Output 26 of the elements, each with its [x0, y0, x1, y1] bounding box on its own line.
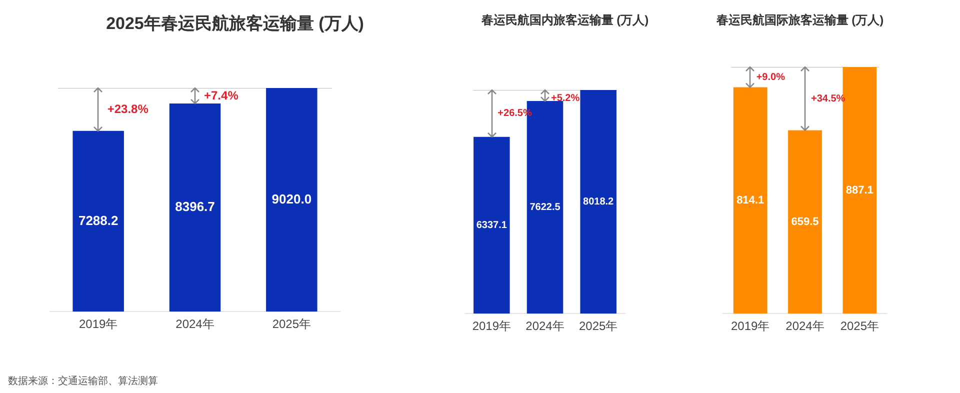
chart-title: 春运民航国际旅客运输量 (万人) [716, 12, 884, 29]
source-note: 数据来源：交通运输部、算法测算 [8, 374, 158, 388]
x-tick-label: 2025年 [840, 319, 880, 334]
data-label: 7622.5 [530, 202, 561, 214]
x-tick-label: 2024年 [526, 319, 564, 334]
data-label: 814.1 [736, 194, 764, 206]
x-tick-label: 2025年 [578, 319, 618, 334]
data-label: 8396.7 [175, 199, 215, 214]
data-label: 6337.1 [476, 220, 508, 231]
chart-title: 春运民航国内旅客运输量 (万人) [481, 12, 649, 29]
data-label: 659.5 [791, 216, 819, 228]
x-tick-label: 2025年 [272, 317, 312, 332]
data-label: 7288.2 [78, 212, 118, 228]
x-tick-label: 2019年 [730, 319, 770, 334]
annotation: +5.2% [551, 92, 580, 104]
x-tick-label: 2024年 [786, 319, 824, 334]
x-tick-label: 2019年 [472, 319, 512, 334]
data-label: 8018.2 [583, 196, 614, 208]
x-tick-label: 2019年 [78, 317, 118, 332]
annotation: +9.0% [756, 72, 786, 83]
data-label: 9020.0 [272, 191, 312, 206]
chart-title: 2025年春运民航旅客运输量 (万人) [106, 13, 364, 35]
x-tick-label: 2024年 [176, 317, 214, 332]
annotation: +23.8% [107, 102, 149, 116]
data-label: 887.1 [846, 184, 874, 196]
annotation: +7.4% [204, 88, 239, 102]
